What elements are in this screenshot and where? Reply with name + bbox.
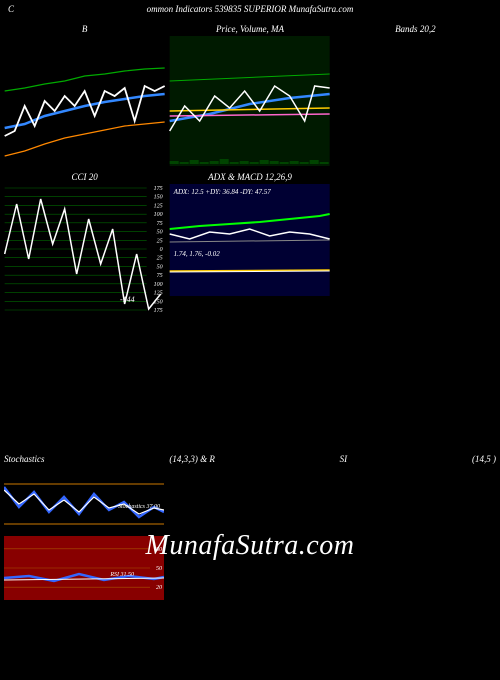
stoch-title-row: Stochastics (14,3,3) & R SI (14,5 ) bbox=[0, 454, 500, 464]
svg-text:125: 125 bbox=[154, 291, 163, 297]
panel-adx-macd: ADX & MACD 12,26,9 ADX: 12.5 +DY: 36.84 … bbox=[169, 170, 330, 314]
stoch-title-mid: (14,3,3) & R bbox=[169, 454, 215, 464]
svg-text:25: 25 bbox=[157, 256, 163, 262]
stoch-row: Stochastics 37.00 80 50 20 RSI 31.50 bbox=[0, 472, 500, 600]
svg-text:Stochastics 37.00: Stochastics 37.00 bbox=[118, 504, 160, 510]
chart-stoch-top: Stochastics 37.00 bbox=[4, 472, 164, 536]
panel-price-ma: Price, Volume, MA bbox=[169, 22, 330, 166]
svg-text:75: 75 bbox=[157, 273, 163, 279]
panel-empty-r2 bbox=[335, 170, 496, 314]
chart-adx: ADX: 12.5 +DY: 36.84 -DY: 47.57 bbox=[169, 184, 330, 246]
svg-text:75: 75 bbox=[157, 221, 163, 227]
svg-text:50: 50 bbox=[157, 264, 163, 270]
svg-text:1.74, 1.76, -0.02: 1.74, 1.76, -0.02 bbox=[174, 250, 221, 258]
panel-stoch: Stochastics 37.00 80 50 20 RSI 31.50 bbox=[4, 472, 164, 600]
svg-text:25: 25 bbox=[157, 238, 163, 244]
stoch-title-si: SI bbox=[340, 454, 348, 464]
bbands-title: B bbox=[4, 22, 165, 36]
svg-text:150: 150 bbox=[154, 195, 163, 201]
chart-stoch-bot: 80 50 20 RSI 31.50 bbox=[4, 536, 164, 600]
svg-text:125: 125 bbox=[154, 203, 163, 209]
header-main: ommon Indicators 539835 SUPERIOR MunafaS… bbox=[147, 4, 354, 14]
svg-text:RSI 31.50: RSI 31.50 bbox=[109, 572, 134, 578]
chart-bbands bbox=[4, 36, 165, 166]
bbands-title-right: Bands 20,2 bbox=[335, 22, 496, 36]
svg-text:175: 175 bbox=[154, 186, 163, 192]
stoch-title-right: (14,5 ) bbox=[472, 454, 496, 464]
price-ma-title: Price, Volume, MA bbox=[169, 22, 330, 36]
header-left: C bbox=[8, 4, 14, 14]
stoch-title-left: Stochastics bbox=[4, 454, 45, 464]
svg-text:20: 20 bbox=[156, 585, 162, 591]
panel-bbands-label: Bands 20,2 bbox=[335, 22, 496, 166]
svg-text:0: 0 bbox=[160, 247, 163, 253]
cci-title: CCI 20 bbox=[4, 170, 165, 184]
svg-text:ADX: 12.5 +DY: 36.84 -DY: 47.5: ADX: 12.5 +DY: 36.84 -DY: 47.57 bbox=[173, 188, 272, 196]
svg-text:-144: -144 bbox=[120, 295, 135, 304]
svg-text:50: 50 bbox=[156, 566, 162, 572]
svg-text:80: 80 bbox=[156, 547, 162, 553]
chart-price-ma bbox=[169, 36, 330, 166]
chart-grid-top: B Price, Volume, MA Bands 20,2 CCI 20 17… bbox=[0, 22, 500, 314]
panel-cci: CCI 20 175150125100755025025507510012515… bbox=[4, 170, 165, 314]
chart-cci: 1751501251007550250255075100125150175-14… bbox=[4, 184, 165, 314]
svg-text:100: 100 bbox=[154, 212, 163, 218]
adx-macd-title: ADX & MACD 12,26,9 bbox=[169, 170, 330, 184]
panel-bbands: B bbox=[4, 22, 165, 166]
svg-text:100: 100 bbox=[154, 282, 163, 288]
svg-text:175: 175 bbox=[154, 308, 163, 314]
chart-macd: 1.74, 1.76, -0.02 bbox=[169, 246, 330, 296]
svg-text:50: 50 bbox=[157, 230, 163, 236]
